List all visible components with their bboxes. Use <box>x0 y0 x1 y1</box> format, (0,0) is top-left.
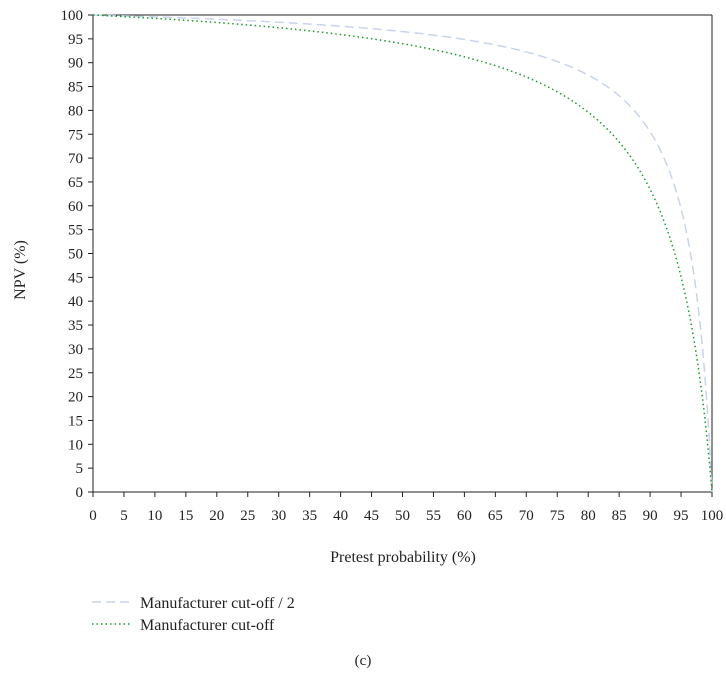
y-tick-label: 95 <box>68 32 83 48</box>
x-ticks: 0 5 10 15 20 25 30 35 40 45 50 55 60 65 70 75 80 85 90 95 10… <box>89 492 723 524</box>
x-tick-label: 20 <box>209 508 224 524</box>
y-tick-label: 75 <box>68 127 83 143</box>
x-tick-label: 95 <box>674 508 689 524</box>
axes <box>92 14 713 493</box>
x-tick-label: 75 <box>550 508 565 524</box>
y-tick-label: 35 <box>68 318 83 334</box>
x-tick-label: 0 <box>89 508 97 524</box>
legend: Manufacturer cut-off / 2 Manufacturer cu… <box>92 595 295 634</box>
x-tick-label: 90 <box>643 508 658 524</box>
x-tick-label: 100 <box>701 508 724 524</box>
y-tick-label: 55 <box>68 223 83 239</box>
legend-label-cutoff: Manufacturer cut-off <box>140 617 275 634</box>
y-tick-label: 10 <box>68 437 83 453</box>
x-tick-label: 45 <box>364 508 379 524</box>
x-tick-label: 35 <box>302 508 317 524</box>
x-tick-label: 15 <box>178 508 193 524</box>
y-tick-label: 45 <box>68 270 83 286</box>
y-tick-label: 25 <box>68 366 83 382</box>
series-line-cutoff-half <box>92 14 713 493</box>
x-tick-label: 5 <box>120 508 128 524</box>
y-tick-label: 85 <box>68 80 83 96</box>
y-tick-label: 60 <box>68 199 83 215</box>
x-axis-title: Pretest probability (%) <box>330 549 476 566</box>
y-tick-label: 15 <box>68 413 83 429</box>
legend-label-cutoff-half: Manufacturer cut-off / 2 <box>140 595 295 612</box>
y-ticks: 1009590858075706560555045403530252015105… <box>61 8 93 501</box>
x-tick-label: 70 <box>519 508 534 524</box>
x-tick-label: 60 <box>457 508 472 524</box>
figure-caption: (c) <box>355 653 372 669</box>
x-tick-label: 80 <box>581 508 596 524</box>
x-tick-label: 55 <box>426 508 441 524</box>
y-tick-label: 70 <box>68 151 83 167</box>
y-tick-label: 100 <box>61 8 84 24</box>
y-tick-label: 40 <box>68 294 83 310</box>
x-tick-label: 30 <box>271 508 286 524</box>
x-tick-label: 65 <box>488 508 503 524</box>
y-tick-label: 50 <box>68 247 83 263</box>
y-tick-label: 20 <box>68 390 83 406</box>
x-tick-label: 85 <box>612 508 627 524</box>
series-lines <box>92 14 713 493</box>
series-line-cutoff <box>92 14 713 493</box>
y-tick-label: 30 <box>68 342 83 358</box>
y-tick-label: 90 <box>68 56 83 72</box>
y-tick-label: 0 <box>76 485 84 501</box>
y-tick-label: 5 <box>76 461 84 477</box>
y-axis-title: NPV (%) <box>12 240 29 300</box>
y-tick-label: 65 <box>68 175 83 191</box>
x-tick-label: 25 <box>240 508 255 524</box>
x-tick-label: 40 <box>333 508 348 524</box>
x-tick-label: 50 <box>395 508 410 524</box>
x-tick-label: 10 <box>147 508 162 524</box>
y-tick-label: 80 <box>68 103 83 119</box>
